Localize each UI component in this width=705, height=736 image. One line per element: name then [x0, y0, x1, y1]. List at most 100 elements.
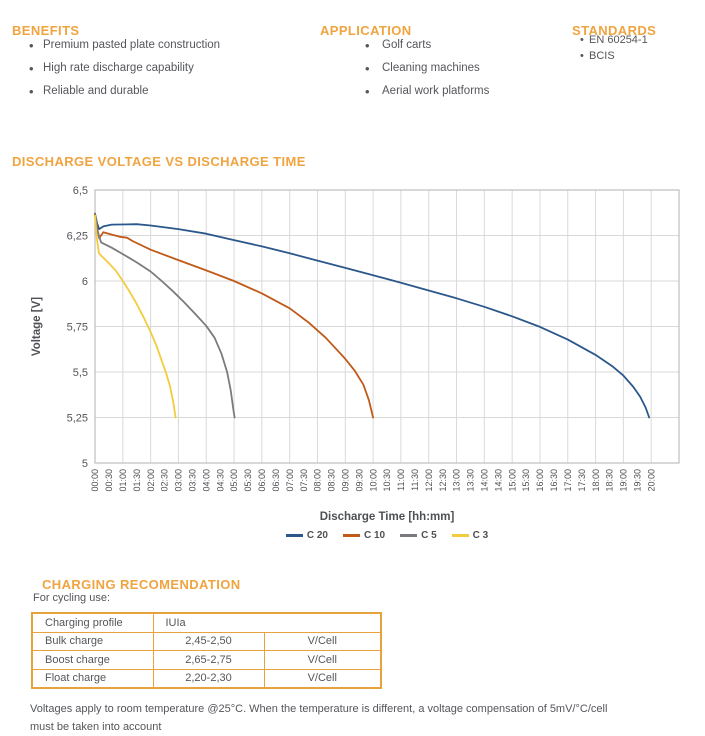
x-tick-label: 16:00 [535, 469, 545, 492]
x-tick-label: 11:30 [410, 469, 420, 491]
bulk-charge-value: 2,45-2,50 [152, 631, 265, 651]
bullet-icon: • [365, 84, 370, 99]
y-axis-title: Voltage [V] [31, 297, 43, 356]
benefit-item-label: Premium pasted plate construction [43, 39, 221, 51]
x-tick-label: 18:30 [605, 469, 615, 492]
x-tick-label: 08:00 [313, 469, 323, 492]
legend-label: C 20 [306, 529, 328, 541]
x-tick-label: 19:00 [619, 469, 629, 492]
benefit-item-label: Reliable and durable [43, 85, 149, 97]
x-tick-label: 04:00 [201, 469, 211, 492]
bullet-icon: • [580, 34, 584, 46]
x-tick-label: 20:00 [646, 469, 656, 492]
bullet-icon: • [29, 61, 34, 76]
standard-item: • EN 60254-1 [572, 33, 648, 49]
application-title: APPLICATION [320, 23, 412, 38]
discharge-chart-canvas: 6,5 6,25 6 5,75 5,5 5,25 500:00 00:30 01:00 01:30… [31, 185, 680, 523]
bullet-icon: • [365, 38, 370, 53]
application-item: • Golf carts [320, 34, 489, 57]
x-tick-label: 04:30 [215, 469, 225, 492]
boost-charge-label: Boost charge [31, 650, 154, 670]
x-tick-label: 12:30 [438, 469, 448, 492]
benefits-title: BENEFITS [12, 23, 80, 38]
legend-label: C 5 [421, 529, 437, 541]
table-row: Charging profile IUIa [31, 612, 382, 633]
y-tick-label: 6,5 [73, 185, 88, 197]
table-row: Boost charge 2,65-2,75 V/Cell [31, 650, 382, 670]
legend-swatch-c5 [400, 533, 418, 537]
x-tick-label: 01:00 [118, 469, 128, 492]
y-tick-label: 6,25 [67, 231, 88, 243]
x-tick-label: 13:30 [466, 469, 476, 492]
x-tick-label: 16:30 [549, 469, 559, 492]
bulk-charge-unit: V/Cell [263, 631, 382, 651]
x-tick-label: 13:00 [452, 469, 462, 492]
x-tick-label: 11:00 [396, 469, 406, 491]
standard-item: • BCIS [572, 49, 648, 65]
cycling-note: For cycling use: [33, 592, 111, 604]
benefit-item: • Reliable and durable [12, 80, 220, 103]
bullet-icon: • [580, 49, 584, 62]
legend-label: C 3 [472, 529, 489, 541]
footer-note-line: must be taken into account [30, 720, 162, 733]
y-tick-label: 5,75 [67, 322, 88, 334]
series-c20 [94, 212, 651, 419]
float-charge-value: 2,20-2,30 [152, 668, 265, 689]
standards-title: STANDARDS [572, 23, 657, 38]
x-tick-label: 10:00 [368, 469, 378, 492]
x-tick-label: 07:00 [285, 469, 295, 492]
boost-charge-unit: V/Cell [263, 650, 382, 670]
bulk-charge-label: Bulk charge [31, 631, 154, 651]
series-c3 [94, 214, 177, 419]
benefit-item: • Premium pasted plate construction [12, 34, 220, 57]
standard-item-label: EN 60254-1 [589, 34, 648, 46]
x-tick-label: 05:30 [243, 469, 253, 492]
benefit-item-label: High rate discharge capability [43, 62, 194, 74]
x-tick-label: 02:30 [160, 469, 170, 492]
charging-title: CHARGING RECOMENDATION [42, 577, 241, 592]
x-tick-label: 17:30 [577, 469, 587, 492]
discharge-chart: 6,5 6,25 6 5,75 5,5 5,25 5 00:00 00:30 01:00 01:30… [0, 172, 705, 572]
x-tick-label: 02:00 [146, 469, 156, 492]
x-tick-label: 06:30 [271, 469, 281, 492]
x-tick-label: 08:30 [327, 469, 337, 492]
legend-item: C 5 [400, 530, 437, 541]
x-tick-label: 05:00 [229, 469, 239, 492]
table-row: Bulk charge 2,45-2,50 V/Cell [31, 631, 382, 651]
bullet-icon: • [29, 84, 34, 99]
y-tick-label: 6 [82, 276, 88, 288]
x-tick-label: 10:30 [382, 469, 392, 492]
charging-profile-value: IUIa [152, 612, 382, 633]
legend-label: C 10 [363, 529, 386, 541]
application-item: • Cleaning machines [320, 57, 489, 80]
application-list: • Golf carts • Cleaning machines • Aerial w… [320, 34, 489, 103]
bullet-icon: • [29, 38, 34, 53]
x-tick-label: 09:00 [340, 469, 350, 492]
x-tick-label: 03:00 [174, 469, 184, 492]
x-tick-label: 15:30 [521, 469, 531, 492]
series-c10 [94, 213, 375, 419]
x-tick-label: 09:30 [354, 469, 364, 492]
y-tick-label: 5,25 [67, 413, 88, 425]
charging-table: Charging profile IUIa Bulk charge 2,45-2… [31, 612, 382, 689]
x-tick-label: 06:00 [257, 469, 267, 492]
application-item-label: Golf carts [382, 39, 432, 51]
legend-item: C 20 [285, 529, 328, 541]
bullet-icon: • [365, 61, 370, 76]
x-tick-label: 12:00 [424, 469, 434, 492]
legend-item: C 3 [451, 529, 489, 541]
legend-swatch-c20 [285, 533, 303, 537]
float-charge-unit: V/Cell [263, 668, 382, 689]
application-item-label: Aerial work platforms [382, 85, 490, 97]
x-tick-label: 15:00 [507, 469, 517, 492]
x-tick-label: 14:00 [480, 469, 490, 492]
footer-note: Voltages apply to room temperature @25°C… [30, 701, 702, 736]
table-row: Float charge 2,20-2,30 V/Cell [31, 668, 382, 689]
x-tick-label: 19:30 [632, 469, 642, 492]
legend-swatch-c10 [342, 533, 360, 537]
x-tick-label: 14:30 [493, 469, 503, 492]
legend-item: C 10 [342, 529, 386, 541]
x-tick-label: 03:30 [188, 469, 198, 492]
x-axis-title: Discharge Time [hh:mm] [320, 511, 455, 523]
x-tick-label: 17:00 [563, 469, 573, 492]
